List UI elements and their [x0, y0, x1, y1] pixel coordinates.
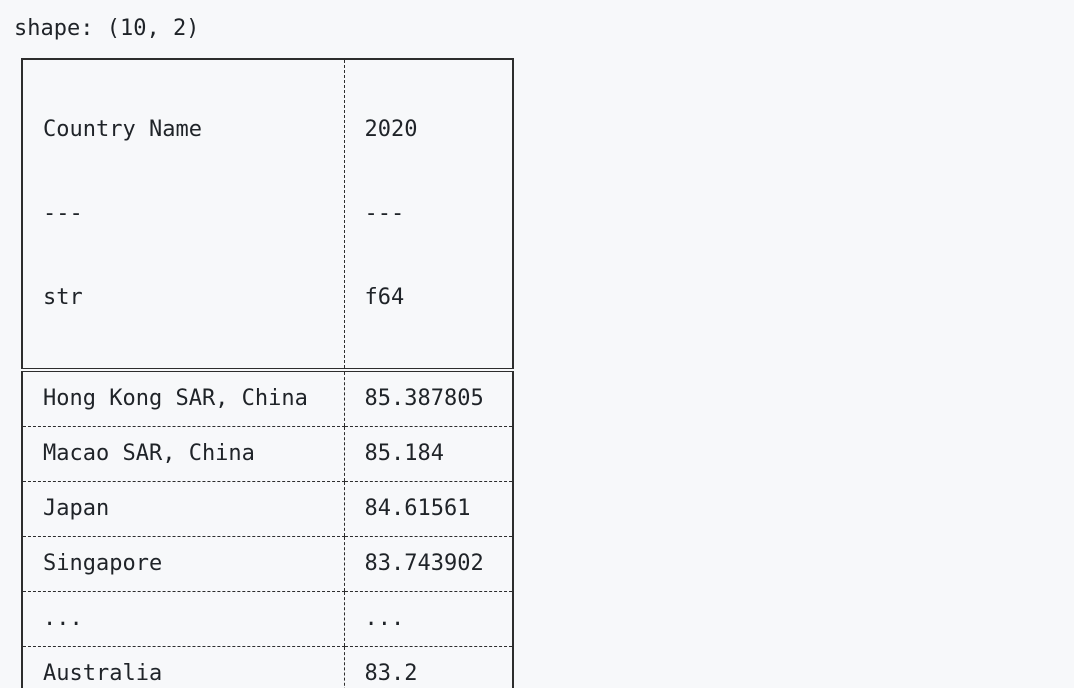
- column-header-country-name: Country Name --- str: [22, 59, 344, 372]
- column-separator: ---: [364, 201, 405, 226]
- table-row: Singapore 83.743902: [22, 536, 513, 592]
- value-cell: 83.2: [343, 646, 513, 688]
- column-dtype: f64: [364, 285, 405, 310]
- country-cell: Australia: [22, 646, 344, 688]
- ellipsis-cell: ...: [343, 591, 513, 647]
- column-header-2020: 2020 --- f64: [343, 59, 513, 372]
- table-row-ellipsis: ... ...: [22, 591, 513, 647]
- country-cell: Singapore: [22, 536, 344, 592]
- table-body: Hong Kong SAR, China 85.387805 Macao SAR…: [22, 370, 513, 688]
- column-separator: ---: [43, 201, 83, 226]
- dataframe-table: Country Name --- str 2020 --- f64 Hong K…: [21, 58, 514, 688]
- dataframe-shape: shape: (10, 2): [14, 16, 200, 41]
- value-cell: 84.61561: [343, 481, 513, 537]
- value-cell: 83.743902: [343, 536, 513, 592]
- value-cell: 85.387805: [343, 370, 513, 427]
- table-row: Australia 83.2: [22, 646, 513, 688]
- value-cell: 85.184: [343, 426, 513, 482]
- country-cell: Hong Kong SAR, China: [22, 370, 344, 427]
- column-dtype: str: [43, 285, 83, 310]
- column-name: 2020: [364, 117, 418, 142]
- table-row: Macao SAR, China 85.184: [22, 426, 513, 482]
- header-row: Country Name --- str 2020 --- f64: [22, 59, 513, 372]
- ellipsis-cell: ...: [22, 591, 344, 647]
- country-cell: Japan: [22, 481, 344, 537]
- country-cell: Macao SAR, China: [22, 426, 344, 482]
- table-row: Japan 84.61561: [22, 481, 513, 537]
- table-row: Hong Kong SAR, China 85.387805: [22, 370, 513, 427]
- column-name: Country Name: [43, 117, 202, 142]
